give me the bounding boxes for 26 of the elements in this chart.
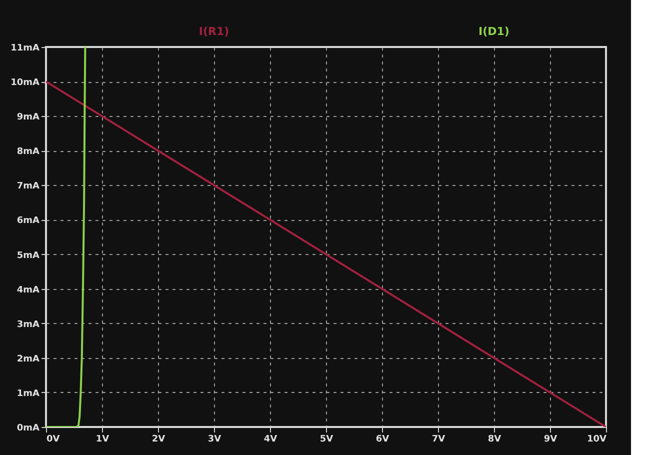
x-tick-label: 8V (488, 434, 502, 444)
x-tick-label: 2V (152, 434, 166, 444)
y-tick-label: 1mA (16, 388, 40, 399)
x-tick-label: 4V (264, 434, 278, 444)
x-tick-label: 9V (544, 434, 558, 444)
x-tick-label: 7V (432, 434, 446, 444)
y-tick-label: 10mA (10, 78, 40, 88)
y-tick-label: 2mA (16, 354, 40, 364)
x-tick-label: 0V (46, 434, 60, 444)
x-tick-label: 6V (376, 434, 390, 444)
y-tick-label: 11mA (10, 44, 40, 54)
y-tick-label: 5mA (16, 250, 40, 261)
line-series (46, 47, 86, 427)
x-tick-label: 1V (96, 434, 110, 444)
text: I(R1) (198, 25, 230, 38)
x-tick-label: 5V (320, 434, 334, 444)
y-tick-label: 0mA (16, 424, 40, 434)
y-tick-label: 9mA (16, 112, 40, 123)
x-tick-label: 10V (587, 434, 607, 444)
y-tick-label: 7mA (16, 182, 40, 192)
y-tick-label: 3mA (16, 320, 40, 330)
y-tick-label: 4mA (16, 285, 40, 296)
x-tick-label: 3V (208, 434, 222, 444)
text: I(D1) (478, 25, 510, 38)
y-tick-label: 8mA (16, 147, 40, 158)
y-tick-label: 6mA (16, 216, 40, 226)
